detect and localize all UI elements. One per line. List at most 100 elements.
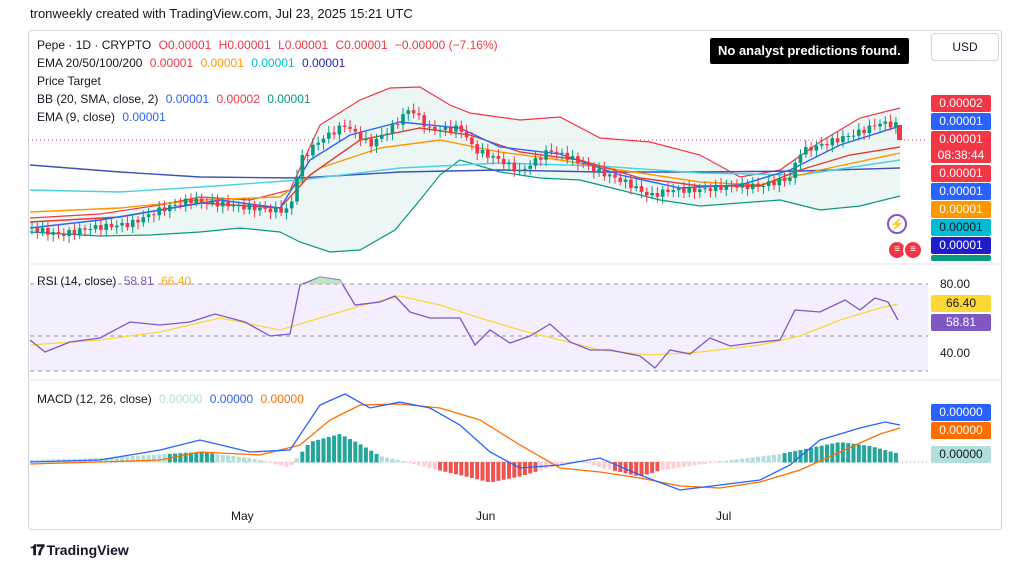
ohlc-low: L0.00001 (278, 38, 329, 52)
macd-hist-bar-154 (846, 443, 851, 463)
macd-hist-bar-89 (501, 462, 506, 480)
candle-body-7 (67, 230, 71, 236)
rsi-label[interactable]: RSI (14, close) (37, 274, 117, 288)
macd-hist-bar-21 (141, 455, 146, 463)
candle-body-0 (30, 227, 34, 229)
candle-body-47 (279, 207, 283, 213)
bb-fill (30, 87, 900, 252)
candle-body-31 (194, 198, 199, 204)
macd-hist-bar-49 (289, 462, 294, 466)
candle-body-104 (581, 163, 585, 165)
macd-hist-bar-56 (326, 436, 331, 463)
candle-body-19 (130, 219, 135, 228)
macd-hist-bar-107 (597, 462, 602, 468)
candle-body-137 (756, 183, 760, 187)
macd-hist-bar-60 (348, 439, 352, 463)
macd-hist-bar-45 (268, 462, 273, 464)
macd-hist-bar-97 (544, 462, 549, 469)
rsi-tick-40: 40.00 (940, 346, 971, 360)
candle-body-26 (168, 205, 172, 212)
macd-hist-bar-19 (130, 456, 135, 463)
macd-hist-bar-161 (883, 450, 888, 463)
candle-body-160 (878, 123, 882, 127)
candle-body-118 (655, 192, 660, 197)
candle-body-94 (528, 165, 532, 169)
macd-hist-bar-156 (856, 444, 861, 463)
macd-hist-bar-69 (395, 459, 400, 463)
candle-body-53 (311, 144, 315, 156)
price-target-label[interactable]: Price Target (37, 74, 101, 88)
macd-hist-bar-27 (173, 453, 178, 463)
bb-label[interactable]: BB (20, SMA, close, 2) (37, 92, 159, 106)
candle-body-15 (109, 223, 114, 228)
macd-hist-bar-40 (242, 457, 246, 463)
candle-body-140 (772, 181, 776, 186)
candle-body-41 (247, 204, 252, 210)
macd-hist-bar-77 (438, 462, 443, 471)
macd-hist-bar-63 (363, 447, 368, 463)
ema100-value: 0.00001 (251, 56, 295, 70)
flag-events-icon-2[interactable]: ≡ (903, 240, 923, 260)
ema-group-label[interactable]: EMA 20/50/100/200 (37, 56, 143, 70)
x-label-jul: Jul (716, 509, 732, 523)
candle-body-46 (274, 207, 278, 213)
candle-body-152 (835, 138, 840, 143)
macd-hist-bar-32 (199, 452, 204, 463)
macd-hist-bar-131 (724, 460, 729, 463)
candle-body-8 (72, 230, 77, 235)
macd-hist-bar-23 (151, 454, 156, 463)
bb-legend: BB (20, SMA, close, 2) 0.00001 0.00002 0… (37, 90, 315, 108)
candle-body-125 (692, 187, 697, 193)
macd-hist-bar-121 (671, 462, 676, 469)
macd-hist-bar-101 (565, 462, 570, 464)
macd-hist-bar-75 (427, 462, 432, 468)
bb-lower-value: 0.00001 (267, 92, 311, 106)
candle-body-56 (327, 132, 331, 139)
symbol-name[interactable]: Pepe · 1D · CRYPTO (37, 38, 152, 52)
candle-body-114 (634, 186, 638, 189)
price-label-ema200: 0.00001 (931, 237, 991, 254)
bar-countdown: 08:38:44 (937, 148, 985, 162)
macd-hist-bar-44 (263, 461, 268, 463)
rsi-ma-line (29, 295, 899, 356)
macd-line (29, 393, 901, 491)
macd-hist-bar-158 (867, 445, 872, 463)
macd-hist-bar-22 (146, 455, 151, 463)
candle-body-32 (199, 198, 204, 203)
candle-body-68 (390, 124, 395, 134)
lightning-icon[interactable]: ⚡ (887, 214, 907, 234)
currency-button[interactable]: USD (931, 33, 999, 61)
macd-label[interactable]: MACD (12, 26, close) (37, 392, 152, 406)
macd-hist-bar-46 (273, 462, 278, 465)
candle-body-102 (570, 156, 575, 160)
candle-body-12 (93, 225, 98, 230)
ohlc-close: C0.00001 (335, 38, 388, 52)
macd-hist-bar-50 (295, 458, 299, 463)
macd-hist-bar-67 (385, 457, 390, 463)
ema20-line (29, 127, 901, 223)
candle-body-121 (671, 190, 676, 193)
macd-hist-bar-115 (639, 462, 644, 477)
candle-body-139 (766, 181, 771, 187)
macd-hist-bar-80 (454, 462, 458, 475)
price-label-bb-basis: 0.00001 (931, 183, 991, 200)
candle-body-136 (751, 183, 755, 189)
candle-body-93 (523, 168, 527, 170)
candle-body-75 (427, 126, 432, 128)
ema50-line (29, 139, 901, 213)
candle-body-129 (713, 184, 718, 191)
macd-hist-bar-18 (125, 456, 130, 463)
candle-body-92 (517, 169, 522, 172)
candle-body-91 (512, 162, 517, 172)
macd-hist-bar-110 (613, 462, 617, 471)
candle-body-159 (872, 125, 877, 127)
macd-hist-bar-78 (443, 462, 448, 472)
bb-lower-line (29, 159, 901, 253)
ema9-label[interactable]: EMA (9, close) (37, 110, 116, 124)
tradingview-logo[interactable]: 𝟏𝟕 TradingView (30, 542, 129, 559)
candle-body-45 (268, 208, 273, 213)
ema100-line (29, 159, 901, 193)
ohlc-open: O0.00001 (158, 38, 212, 52)
candle-body-85 (480, 150, 485, 154)
candle-body-60 (348, 126, 352, 129)
